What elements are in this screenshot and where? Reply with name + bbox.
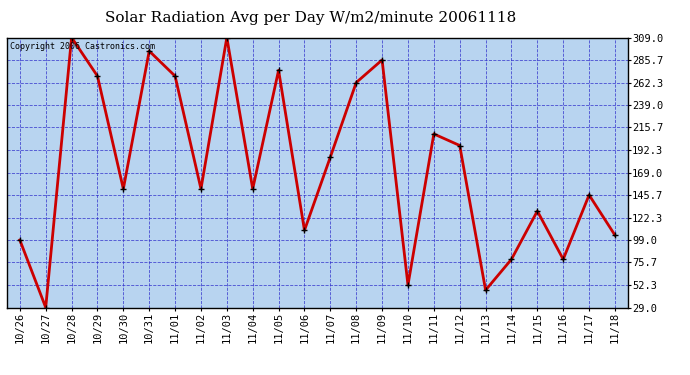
Text: Copyright 2006 Castronics.com: Copyright 2006 Castronics.com xyxy=(10,42,155,51)
Text: Solar Radiation Avg per Day W/m2/minute 20061118: Solar Radiation Avg per Day W/m2/minute … xyxy=(105,11,516,25)
